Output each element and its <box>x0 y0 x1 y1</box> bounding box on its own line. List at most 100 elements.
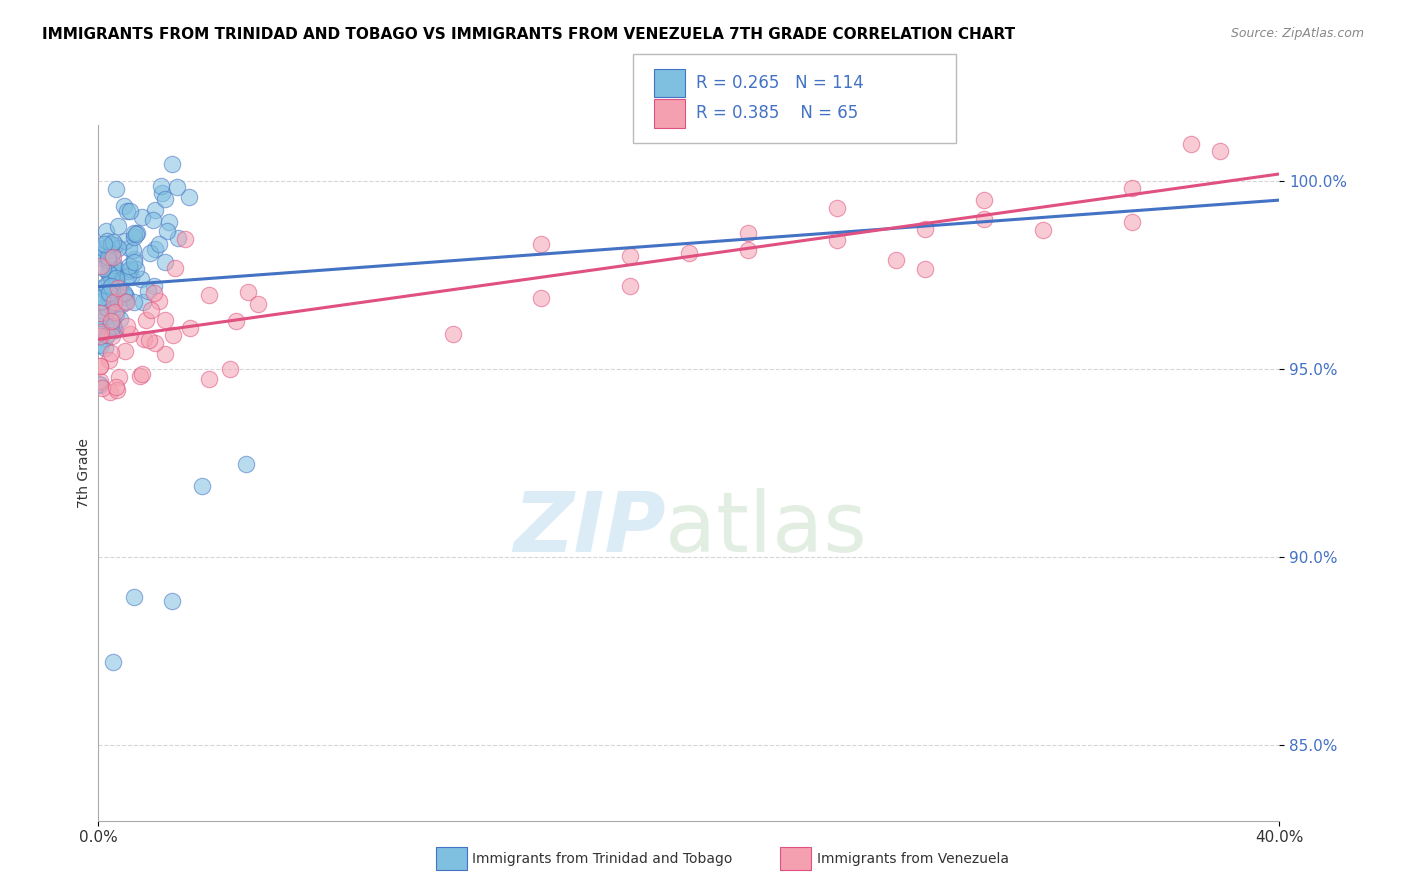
Point <box>225 314 247 328</box>
Point <box>103 296 125 310</box>
Text: IMMIGRANTS FROM TRINIDAD AND TOBAGO VS IMMIGRANTS FROM VENEZUELA 7TH GRADE CORRE: IMMIGRANTS FROM TRINIDAD AND TOBAGO VS I… <box>42 27 1015 42</box>
Point <box>94 277 117 292</box>
Point <box>125 227 148 241</box>
Point <box>103 295 125 310</box>
Point <box>118 241 141 255</box>
Point <box>114 295 136 310</box>
Point <box>148 236 170 251</box>
Point <box>101 298 124 312</box>
Point <box>114 343 136 358</box>
Point <box>122 243 145 257</box>
Point <box>914 222 936 236</box>
Point <box>90 380 112 394</box>
Point <box>91 240 114 254</box>
Point <box>132 294 155 309</box>
Text: R = 0.265   N = 114: R = 0.265 N = 114 <box>696 74 863 92</box>
Point <box>87 318 110 333</box>
Point <box>122 255 145 269</box>
Point <box>94 341 117 355</box>
Point <box>89 359 111 373</box>
Point <box>89 313 111 327</box>
Point <box>122 295 145 310</box>
Point <box>114 290 136 304</box>
Point <box>97 265 120 279</box>
Point <box>101 235 124 249</box>
Point <box>117 264 139 278</box>
Point <box>150 186 173 201</box>
Point <box>114 234 136 248</box>
Point <box>131 271 153 285</box>
Point <box>162 328 184 343</box>
Point <box>100 237 122 252</box>
Point <box>884 253 907 268</box>
Point <box>142 213 165 227</box>
Point <box>973 193 995 207</box>
Point <box>93 236 115 251</box>
Point <box>87 338 110 352</box>
Point <box>96 301 118 316</box>
Point <box>122 226 145 240</box>
Text: Immigrants from Trinidad and Tobago: Immigrants from Trinidad and Tobago <box>472 852 733 866</box>
Point <box>162 594 183 608</box>
Text: R = 0.385    N = 65: R = 0.385 N = 65 <box>696 104 858 122</box>
Point <box>173 232 195 246</box>
Point <box>89 306 111 320</box>
Point <box>122 230 145 244</box>
Point <box>153 255 176 269</box>
Text: ZIP: ZIP <box>513 488 665 569</box>
Point <box>118 259 141 273</box>
Point <box>104 380 127 394</box>
Point <box>108 370 131 384</box>
Point <box>98 276 121 290</box>
Point <box>97 252 120 267</box>
Point <box>143 336 166 351</box>
Y-axis label: 7th Grade: 7th Grade <box>77 438 91 508</box>
Point <box>135 313 157 327</box>
Point <box>98 353 121 368</box>
Point <box>90 281 112 295</box>
Point <box>166 231 188 245</box>
Point <box>104 271 127 285</box>
Point <box>103 655 125 669</box>
Point <box>89 310 111 325</box>
Point <box>112 285 135 300</box>
Point <box>97 250 120 264</box>
Point <box>737 226 759 240</box>
Point <box>973 212 995 227</box>
Point <box>160 157 183 171</box>
Point <box>93 300 115 314</box>
Point <box>235 458 257 472</box>
Point <box>100 345 122 359</box>
Point <box>103 290 125 304</box>
Point <box>142 285 165 300</box>
Point <box>98 286 121 301</box>
Point <box>112 199 135 213</box>
Point <box>143 278 166 293</box>
Point <box>156 224 179 238</box>
Point <box>191 479 214 493</box>
Point <box>111 297 134 311</box>
Point <box>120 270 142 285</box>
Point <box>914 261 936 276</box>
Point <box>1121 181 1143 195</box>
Point <box>117 319 139 334</box>
Point <box>825 202 848 216</box>
Point <box>89 328 111 343</box>
Point <box>1121 215 1143 229</box>
Point <box>139 302 162 317</box>
Point <box>737 244 759 258</box>
Point <box>143 202 166 217</box>
Point <box>107 241 129 255</box>
Point <box>139 246 162 260</box>
Point <box>89 376 111 391</box>
Point <box>91 260 114 275</box>
Point <box>678 246 700 260</box>
Point <box>94 224 117 238</box>
Point <box>104 273 127 287</box>
Point <box>118 327 141 342</box>
Point <box>94 309 117 323</box>
Text: atlas: atlas <box>665 488 868 569</box>
Point <box>98 258 121 272</box>
Point <box>96 285 118 300</box>
Point <box>165 260 187 275</box>
